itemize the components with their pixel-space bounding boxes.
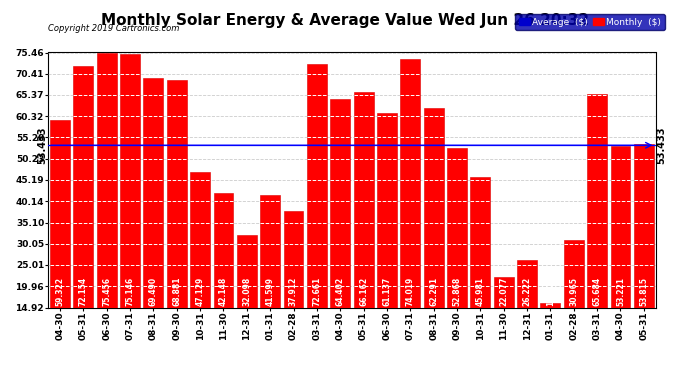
Text: 53.433: 53.433 xyxy=(37,126,47,164)
Bar xyxy=(190,172,210,308)
Bar xyxy=(494,278,513,308)
Bar xyxy=(284,211,304,308)
Text: 26.222: 26.222 xyxy=(522,277,531,306)
Text: 52.868: 52.868 xyxy=(453,277,462,306)
Bar xyxy=(564,240,584,308)
Text: 64.402: 64.402 xyxy=(336,277,345,306)
Text: 65.684: 65.684 xyxy=(593,277,602,306)
Bar xyxy=(471,177,491,308)
Bar xyxy=(634,144,653,308)
Text: 72.661: 72.661 xyxy=(313,277,322,306)
Text: 68.881: 68.881 xyxy=(172,277,181,306)
Text: 53.221: 53.221 xyxy=(616,277,625,306)
Text: 66.162: 66.162 xyxy=(359,277,368,306)
Bar xyxy=(400,58,420,308)
Bar xyxy=(447,148,467,308)
Bar xyxy=(354,92,373,308)
Bar xyxy=(424,108,444,308)
Text: 53.815: 53.815 xyxy=(640,277,649,306)
Bar xyxy=(611,146,631,308)
Bar xyxy=(120,54,140,307)
Text: 30.965: 30.965 xyxy=(569,277,578,306)
Text: 16.107: 16.107 xyxy=(546,277,555,306)
Text: Monthly Solar Energy & Average Value Wed Jun 26 20:32: Monthly Solar Energy & Average Value Wed… xyxy=(101,13,589,28)
Bar xyxy=(213,193,233,308)
Bar xyxy=(517,260,537,308)
Text: 47.129: 47.129 xyxy=(195,277,205,306)
Text: Copyright 2019 Cartronics.com: Copyright 2019 Cartronics.com xyxy=(48,24,179,33)
Text: 75.146: 75.146 xyxy=(126,277,135,306)
Text: 42.148: 42.148 xyxy=(219,277,228,306)
Text: 32.098: 32.098 xyxy=(242,277,251,306)
Text: 41.599: 41.599 xyxy=(266,277,275,306)
Text: 61.137: 61.137 xyxy=(382,277,391,306)
Bar xyxy=(587,94,607,308)
Bar xyxy=(97,53,117,308)
Text: 74.019: 74.019 xyxy=(406,277,415,306)
Text: 53.433: 53.433 xyxy=(657,126,667,164)
Bar xyxy=(237,235,257,308)
Bar xyxy=(50,120,70,308)
Bar xyxy=(377,113,397,308)
Text: 37.912: 37.912 xyxy=(289,277,298,306)
Bar xyxy=(540,303,560,307)
Text: 62.291: 62.291 xyxy=(429,277,438,306)
Legend: Average  ($), Monthly  ($): Average ($), Monthly ($) xyxy=(515,14,664,30)
Text: 72.154: 72.154 xyxy=(79,277,88,306)
Bar xyxy=(331,99,350,308)
Text: 75.456: 75.456 xyxy=(102,277,111,306)
Bar xyxy=(144,78,164,308)
Bar xyxy=(260,195,280,308)
Bar xyxy=(73,66,93,308)
Text: 22.077: 22.077 xyxy=(499,277,509,306)
Bar xyxy=(307,64,327,308)
Text: 69.490: 69.490 xyxy=(149,277,158,306)
Bar xyxy=(167,80,187,308)
Text: 59.322: 59.322 xyxy=(55,277,64,306)
Text: 45.981: 45.981 xyxy=(476,277,485,306)
